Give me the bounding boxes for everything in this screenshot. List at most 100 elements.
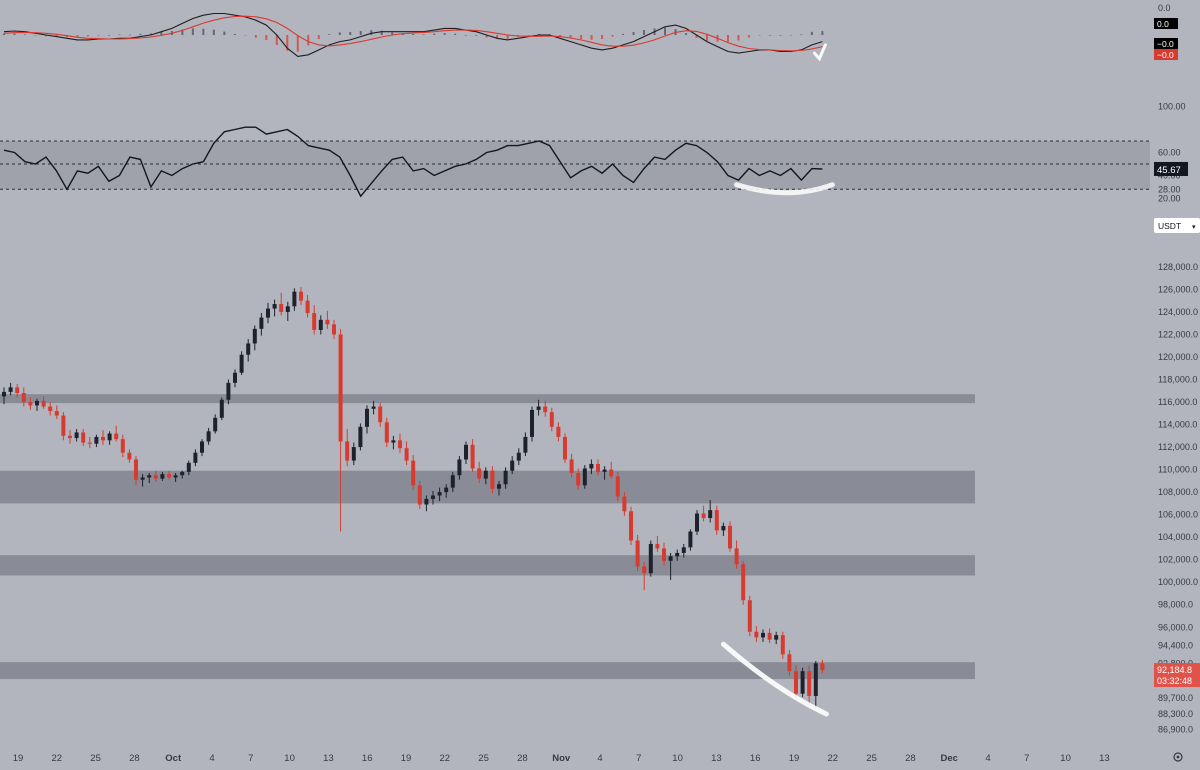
candle-body xyxy=(497,484,501,489)
macd-histogram-bar xyxy=(34,35,37,36)
x-tick-label: 25 xyxy=(90,753,101,764)
macd-histogram-bar xyxy=(233,33,236,35)
macd-histogram-bar xyxy=(86,35,89,37)
macd-histogram-bar xyxy=(359,31,362,35)
candle-body xyxy=(530,409,534,437)
candle-body xyxy=(8,387,13,392)
x-tick-label: 7 xyxy=(1024,753,1029,764)
price-tick-label: 100,000.0 xyxy=(1158,577,1198,587)
price-tick-label: 126,000.0 xyxy=(1158,284,1198,294)
candle-body xyxy=(437,492,442,496)
macd-histogram-bar xyxy=(3,33,5,35)
candle-body xyxy=(68,435,72,439)
macd-pane: 0.0 0.0 −0.0−0.0 xyxy=(3,3,1178,62)
macd-histogram-bar xyxy=(590,35,593,40)
candle-body xyxy=(516,452,521,461)
candle-body xyxy=(411,460,416,486)
macd-histogram-bar xyxy=(810,31,813,35)
candle-body xyxy=(2,391,6,397)
candle-body xyxy=(457,459,462,476)
price-tick-label: 104,000.0 xyxy=(1158,532,1198,542)
candle-body xyxy=(774,635,779,640)
macd-histogram-bar xyxy=(223,31,226,35)
candle-body xyxy=(688,531,693,548)
x-tick-label: 7 xyxy=(248,753,253,764)
candle-body xyxy=(800,671,805,694)
macd-histogram-bar xyxy=(118,34,121,36)
candle-body xyxy=(259,317,264,329)
macd-histogram-bar xyxy=(349,32,352,35)
candle-body xyxy=(292,291,297,307)
macd-histogram-bar xyxy=(149,33,152,35)
gear-icon[interactable] xyxy=(1173,752,1183,762)
candle-body xyxy=(226,382,231,400)
x-tick-label: 25 xyxy=(478,753,489,764)
currency-selector[interactable] xyxy=(1154,218,1200,233)
support-resistance-zone xyxy=(0,555,975,576)
macd-histogram-bar xyxy=(433,33,436,35)
candle-body xyxy=(648,543,653,574)
candle-body xyxy=(622,496,627,512)
price-tick-label: 106,000.0 xyxy=(1158,510,1198,520)
x-tick-label: 10 xyxy=(284,753,295,764)
candle-body xyxy=(767,632,772,640)
candle-body xyxy=(107,433,112,441)
candle-body xyxy=(444,487,449,493)
macd-histogram-bar xyxy=(244,35,247,36)
candle-body xyxy=(114,433,119,440)
price-highlight-arc xyxy=(720,641,829,717)
candle-body xyxy=(820,663,825,671)
candle-body xyxy=(384,422,389,443)
price-tick-label: 128,000.0 xyxy=(1158,262,1198,272)
gear-icon-hub xyxy=(1176,755,1180,759)
x-tick-label: 10 xyxy=(672,753,683,764)
candle-body xyxy=(668,556,673,561)
candle-body xyxy=(662,548,666,561)
y-axis[interactable]: USDT ▾ 128,000.0 126,000.0 124,000.0 122,000.… xyxy=(1154,218,1200,735)
macd-histogram-bar xyxy=(443,33,446,35)
rsi-line xyxy=(3,126,823,198)
candle-body xyxy=(695,513,699,532)
macd-histogram-bar xyxy=(695,35,698,38)
currency-selector-label: USDT xyxy=(1158,221,1181,231)
candle-body xyxy=(510,460,515,471)
x-tick-label: 28 xyxy=(905,753,916,764)
x-tick-label: 13 xyxy=(711,753,722,764)
candle-body xyxy=(101,436,105,441)
x-tick-label: 16 xyxy=(362,753,373,764)
price-tick-label: 88,300.0 xyxy=(1158,709,1193,719)
candle-body xyxy=(338,334,343,442)
candle-body xyxy=(219,399,224,418)
x-tick-label: 16 xyxy=(750,753,761,764)
candle-body xyxy=(246,343,251,355)
candle-body xyxy=(483,470,488,479)
candle-body xyxy=(41,400,46,407)
candle-body xyxy=(140,477,145,480)
rsi-tick-label: 20.00 xyxy=(1158,194,1181,204)
macd-histogram-bar xyxy=(726,35,729,43)
candle-body xyxy=(180,471,185,476)
chevron-down-icon: ▾ xyxy=(1192,224,1196,231)
x-tick-label: Dec xyxy=(940,753,957,764)
candle-body xyxy=(602,469,607,472)
x-tick-label: Nov xyxy=(552,753,571,764)
macd-histogram-bar xyxy=(422,34,425,36)
candle-body xyxy=(252,328,257,344)
candle-body xyxy=(417,485,422,505)
candle-body xyxy=(780,635,785,655)
candle-body xyxy=(391,440,396,443)
macd-histogram-bar xyxy=(496,35,499,39)
price-tick-label: 120,000.0 xyxy=(1158,352,1198,362)
candle-body xyxy=(332,324,336,335)
macd-histogram-bar xyxy=(485,35,488,38)
x-tick-label: 22 xyxy=(440,753,451,764)
gear-icon-ring xyxy=(1173,752,1183,762)
x-tick-label: 28 xyxy=(129,753,140,764)
macd-highlight-check xyxy=(812,43,827,62)
macd-histogram-bar xyxy=(391,32,394,35)
macd-histogram-bar xyxy=(296,35,299,52)
price-tick-label: 124,000.0 xyxy=(1158,307,1198,317)
macd-tick-label: 0.0 xyxy=(1158,3,1171,13)
price-tick-label: 86,900.0 xyxy=(1158,725,1193,735)
macd-histogram-bar xyxy=(275,35,278,46)
